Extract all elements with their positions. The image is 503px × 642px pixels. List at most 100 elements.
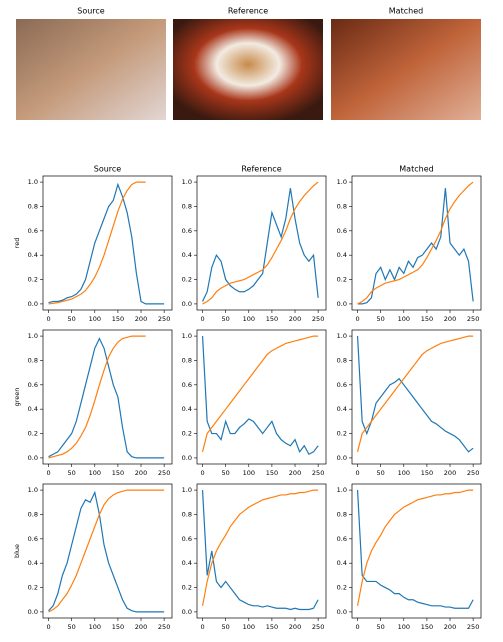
image-title: Source (77, 7, 105, 16)
y-tick-label: 0.2 (28, 276, 38, 284)
y-tick-label: 0.2 (28, 584, 38, 592)
axes-frame (42, 329, 173, 465)
series-line (356, 336, 474, 453)
x-tick-label: 50 (68, 315, 76, 323)
series-line (356, 335, 474, 452)
y-tick-label: 0.6 (337, 381, 347, 389)
y-tick-label: 0.2 (182, 430, 192, 438)
y-tick-label: 0.0 (182, 608, 192, 616)
x-tick-label: 50 (68, 469, 76, 477)
x-tick-label: 100 (89, 623, 101, 631)
x-tick-label: 200 (135, 315, 147, 323)
y-tick-label: 0.4 (337, 559, 347, 567)
x-tick-label: 50 (377, 469, 385, 477)
y-tick-label: 0.6 (28, 227, 38, 235)
series-line (201, 336, 319, 456)
x-tick-label: 0 (46, 623, 50, 631)
x-tick-label: 100 (398, 469, 410, 477)
series-line (202, 181, 319, 305)
x-tick-label: 50 (222, 315, 230, 323)
y-tick-label: 0.0 (28, 454, 38, 462)
series-line (356, 489, 474, 606)
series-line (48, 181, 146, 305)
y-tick-label: 0.8 (28, 510, 38, 518)
axes-frame (196, 483, 327, 619)
x-tick-label: 100 (89, 469, 101, 477)
x-tick-label: 50 (222, 623, 230, 631)
x-tick-label: 0 (355, 623, 359, 631)
y-tick-label: 0.6 (182, 227, 192, 235)
y-tick-label: 0.2 (182, 276, 192, 284)
y-tick-label: 1.0 (182, 486, 192, 494)
x-tick-label: 100 (243, 623, 255, 631)
x-tick-label: 200 (289, 623, 301, 631)
x-tick-label: 150 (112, 315, 124, 323)
series-line (48, 490, 165, 613)
x-tick-label: 150 (266, 623, 278, 631)
y-tick-label: 0.4 (182, 559, 192, 567)
y-tick-label: 0.2 (337, 276, 347, 284)
y-tick-label: 0.8 (182, 202, 192, 210)
y-tick-label: 1.0 (28, 486, 38, 494)
x-tick-label: 150 (266, 315, 278, 323)
x-tick-label: 100 (243, 315, 255, 323)
series-line (357, 181, 474, 305)
axes-frame (42, 175, 173, 311)
x-tick-label: 200 (444, 315, 456, 323)
x-tick-label: 250 (158, 623, 170, 631)
reference-image (173, 19, 323, 120)
x-tick-label: 0 (355, 315, 359, 323)
y-axis-label: blue (13, 544, 21, 558)
x-tick-label: 200 (444, 623, 456, 631)
y-tick-label: 0.8 (337, 510, 347, 518)
y-tick-label: 0.6 (337, 535, 347, 543)
axes-frame (42, 483, 173, 619)
x-tick-label: 100 (243, 469, 255, 477)
y-tick-label: 1.0 (28, 332, 38, 340)
y-tick-label: 0.4 (28, 251, 38, 259)
y-tick-label: 1.0 (182, 332, 192, 340)
y-tick-label: 0.2 (28, 430, 38, 438)
axes-frame (351, 483, 482, 619)
series-line (201, 489, 319, 606)
series-line (48, 337, 165, 459)
x-tick-label: 50 (377, 623, 385, 631)
x-tick-label: 0 (46, 469, 50, 477)
y-tick-label: 0.6 (182, 381, 192, 389)
image-title: Reference (228, 7, 268, 16)
y-tick-label: 1.0 (337, 332, 347, 340)
y-tick-label: 0.2 (337, 430, 347, 438)
y-tick-label: 0.8 (337, 356, 347, 364)
y-tick-label: 1.0 (182, 178, 192, 186)
y-tick-label: 0.2 (182, 584, 192, 592)
series-line (48, 182, 165, 305)
y-tick-label: 0.8 (182, 510, 192, 518)
x-tick-label: 250 (467, 469, 479, 477)
histograms: Source red 0 50 100 150 200 250 0.0 0.2 0.4 0.6 0.8 1… (13, 165, 482, 631)
x-tick-label: 150 (112, 623, 124, 631)
y-tick-label: 0.4 (337, 405, 347, 413)
x-tick-label: 250 (467, 315, 479, 323)
y-tick-label: 0.6 (337, 227, 347, 235)
matched-image (331, 19, 481, 120)
series-line (48, 335, 146, 459)
x-tick-label: 200 (289, 469, 301, 477)
x-tick-label: 0 (200, 469, 204, 477)
axes-frame (196, 175, 327, 311)
axes-frame (196, 329, 327, 465)
y-tick-label: 0.8 (182, 356, 192, 364)
y-tick-label: 0.8 (28, 202, 38, 210)
y-tick-label: 1.0 (28, 178, 38, 186)
x-tick-label: 250 (158, 469, 170, 477)
x-tick-label: 250 (312, 623, 324, 631)
y-tick-label: 0.0 (182, 454, 192, 462)
x-tick-label: 150 (421, 315, 433, 323)
x-tick-label: 150 (266, 469, 278, 477)
series-line (202, 188, 319, 302)
y-tick-label: 0.8 (28, 356, 38, 364)
x-tick-label: 100 (398, 315, 410, 323)
source-image (16, 19, 166, 120)
x-tick-label: 200 (135, 469, 147, 477)
x-tick-label: 150 (421, 623, 433, 631)
